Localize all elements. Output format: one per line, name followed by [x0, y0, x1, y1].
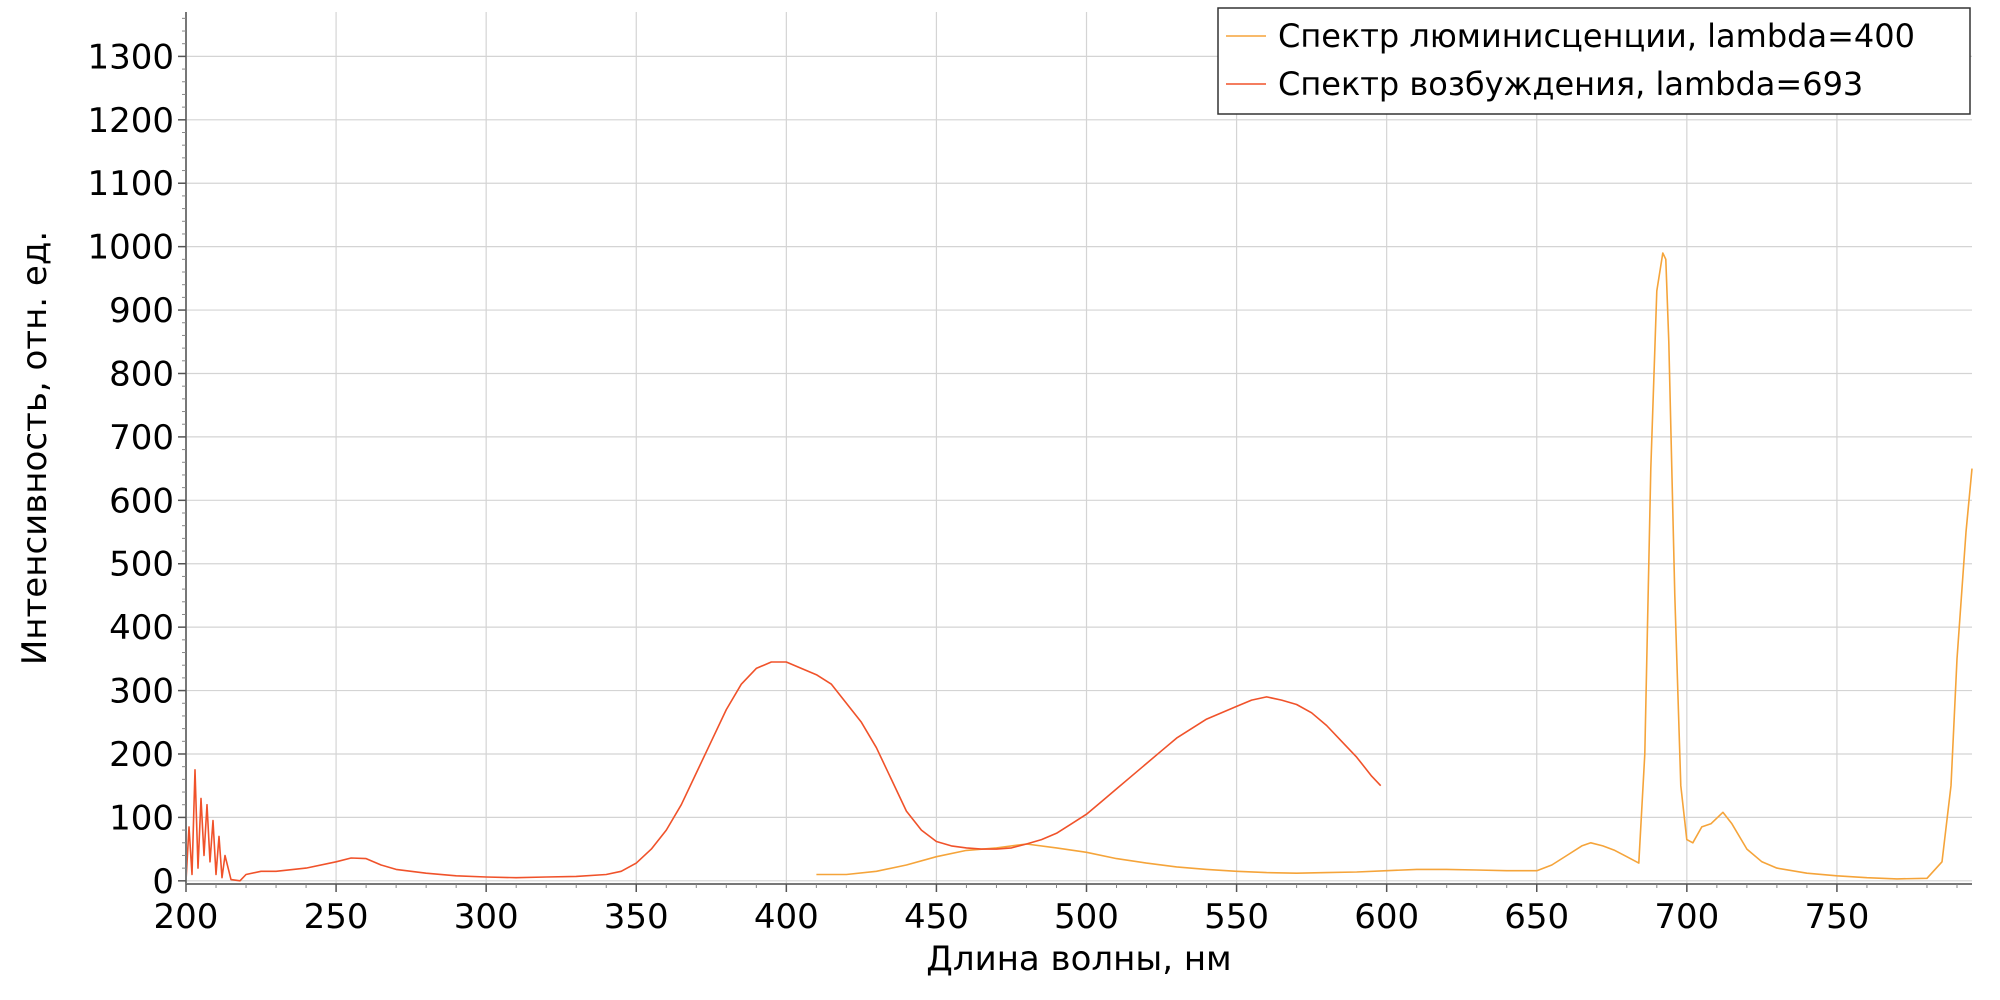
- y-tick-label: 1200: [87, 101, 174, 141]
- legend-label-1: Спектр люминисценции, lambda=400: [1278, 17, 1915, 55]
- y-axis-title: Интенсивность, отн. ед.: [15, 231, 55, 665]
- y-tick-label: 200: [109, 735, 174, 775]
- y-tick-label: 700: [109, 418, 174, 458]
- x-tick-label: 400: [754, 897, 819, 937]
- y-tick-label: 1300: [87, 37, 174, 77]
- y-tick-label: 1000: [87, 228, 174, 268]
- y-tick-label: 0: [152, 862, 174, 902]
- legend: Спектр люминисценции, lambda=400 Спектр в…: [1217, 7, 1971, 115]
- y-tick-label: 800: [109, 354, 174, 394]
- series-line-2: [185, 661, 1382, 882]
- x-tick-label: 550: [1204, 897, 1269, 937]
- y-tick-label: 600: [109, 481, 174, 521]
- x-tick-label: 450: [904, 897, 969, 937]
- y-tick-label: 500: [109, 545, 174, 585]
- y-tick-label: 100: [109, 798, 174, 838]
- y-tick-label: 400: [109, 608, 174, 648]
- y-axis-ticks: 0 100 200 300 400 500 600 700 800 900 1000 1100 1200…: [87, 17, 186, 902]
- x-tick-label: 500: [1054, 897, 1119, 937]
- x-tick-label: 350: [604, 897, 669, 937]
- x-tick-label: 250: [304, 897, 369, 937]
- legend-label-2: Спектр возбуждения, lambda=693: [1278, 65, 1863, 103]
- x-tick-label: 650: [1504, 897, 1569, 937]
- y-tick-label: 300: [109, 672, 174, 712]
- x-tick-label: 750: [1804, 897, 1869, 937]
- x-axis-ticks: 200 250 300 350 400 450 500 550 600 650 700 750: [154, 884, 1958, 937]
- series-layer: [185, 252, 1973, 882]
- x-tick-label: 200: [154, 897, 219, 937]
- x-axis-title: Длина волны, нм: [926, 939, 1231, 979]
- axes: [185, 12, 1972, 885]
- y-tick-label: 1100: [87, 164, 174, 204]
- y-tick-label: 900: [109, 291, 174, 331]
- x-tick-label: 600: [1354, 897, 1419, 937]
- x-tick-label: 300: [454, 897, 519, 937]
- x-tick-label: 700: [1654, 897, 1719, 937]
- legend-box: [1217, 7, 1971, 115]
- series-line-1: [816, 252, 1973, 880]
